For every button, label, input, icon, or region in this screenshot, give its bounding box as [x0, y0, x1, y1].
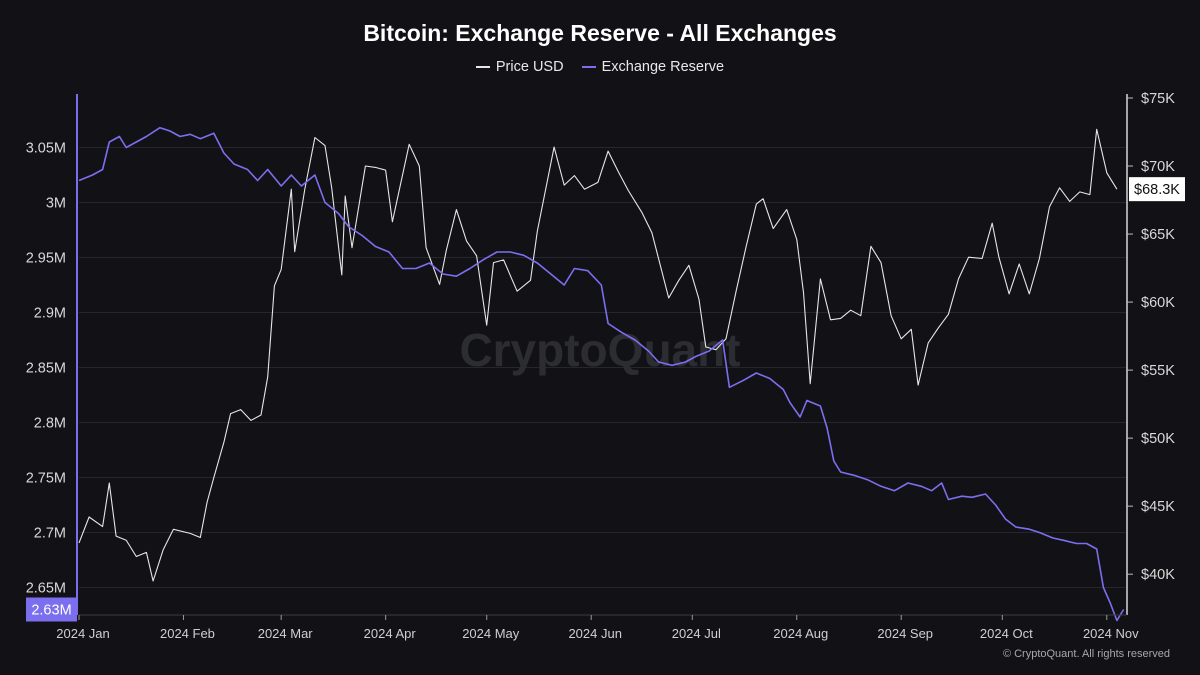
watermark-text: CryptoQuant: [459, 324, 740, 376]
right-tick-label: $75K: [1141, 91, 1175, 107]
series-lines: [78, 126, 1125, 622]
price-last-value-text: $68.3K: [1134, 182, 1180, 198]
legend-swatch-reserve: [581, 66, 596, 68]
reserve-last-value-badge: [26, 597, 77, 622]
legend-item-reserve[interactable]: Exchange Reserve: [581, 59, 725, 75]
left-tick-label: 2.65M: [26, 581, 66, 597]
right-tick-label: $50K: [1141, 431, 1175, 447]
left-tick-label: 2.8M: [34, 416, 66, 432]
x-tick-label: 2024 Aug: [773, 626, 828, 641]
x-tick-label: 2024 Mar: [258, 626, 314, 641]
right-tick-label: $55K: [1141, 363, 1175, 379]
chart-title: Bitcoin: Exchange Reserve - All Exchange…: [363, 20, 837, 46]
left-axis-ticks: 2.65M 2.7M 2.75M 2.8M 2.85M 2.9M 2.95M 3M 3.05M: [26, 141, 66, 597]
left-tick-label: 2.75M: [26, 471, 66, 487]
x-tick-label: 2024 Nov: [1083, 626, 1139, 641]
x-tick-label: 2024 Feb: [160, 626, 215, 641]
last-value-badges: 2.63M $68.3K: [26, 177, 1185, 622]
left-tick-label: 2.85M: [26, 361, 66, 377]
x-tick-label: 2024 Apr: [364, 626, 417, 641]
x-tick-label: 2024 Oct: [980, 626, 1033, 641]
legend-swatch-price: [475, 66, 490, 68]
left-tick-label: 2.7M: [34, 526, 66, 542]
right-tick-label: $60K: [1141, 295, 1175, 311]
price-last-value-badge: [1129, 177, 1185, 202]
chart-legend: Price USD Exchange Reserve: [0, 59, 1200, 75]
reserve-last-value-text: 2.63M: [31, 603, 71, 619]
x-tick-label: 2024 May: [462, 626, 520, 641]
legend-label-reserve: Exchange Reserve: [601, 59, 725, 75]
right-tick-label: $40K: [1141, 567, 1175, 583]
right-tick-label: $65K: [1141, 227, 1175, 243]
x-tick-label: 2024 Jul: [672, 626, 721, 641]
grid-lines: [79, 147, 1127, 588]
price-usd-line: [78, 128, 1118, 582]
right-tick-label: $70K: [1141, 159, 1175, 175]
x-tick-label: 2024 Jun: [568, 626, 622, 641]
right-tick-label: $45K: [1141, 499, 1175, 515]
exchange-reserve-line: [78, 126, 1125, 622]
x-axis-ticks: 2024 Jan 2024 Feb 2024 Mar 2024 Apr 2024 May…: [56, 615, 1139, 641]
copyright-text: © CryptoQuant. All rights reserved: [1002, 648, 1170, 660]
right-axis-ticks: $40K $45K $50K $55K $60K $65K $70K $75K: [1127, 91, 1175, 583]
left-tick-label: 3M: [46, 196, 66, 212]
legend-label-price: Price USD: [495, 59, 564, 75]
axes: [76, 94, 1128, 616]
left-tick-label: 3.05M: [26, 141, 66, 157]
legend-item-price[interactable]: Price USD: [475, 59, 564, 75]
x-tick-label: 2024 Sep: [877, 626, 933, 641]
left-tick-label: 2.9M: [34, 306, 66, 322]
left-tick-label: 2.95M: [26, 251, 66, 267]
x-tick-label: 2024 Jan: [56, 626, 110, 641]
